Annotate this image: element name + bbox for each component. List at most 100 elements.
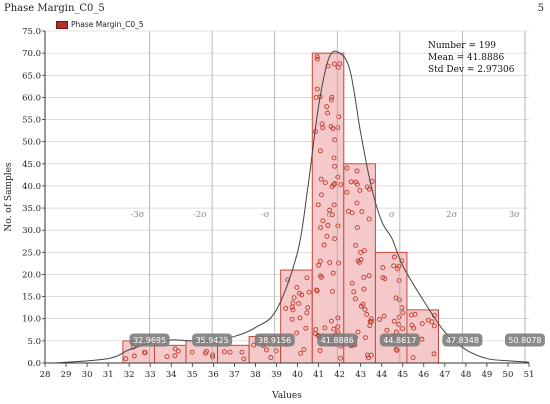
sample-dot <box>317 348 323 353</box>
x-tick-label: 38 <box>250 370 261 380</box>
sample-dot <box>324 233 330 239</box>
sample-dot <box>320 218 326 224</box>
sigma-pill-bg <box>504 333 545 347</box>
sample-dot <box>331 202 337 208</box>
sample-dot <box>304 275 310 281</box>
sample-dot <box>222 349 227 355</box>
sample-dot <box>290 307 296 313</box>
stat-std-dev: Std Dev = 2.97306 <box>428 65 515 75</box>
sample-dot <box>336 114 342 120</box>
sample-dot <box>296 301 302 306</box>
sample-dot <box>381 313 387 319</box>
sample-dot <box>337 355 343 361</box>
y-tick-label: 50.0 <box>22 138 41 148</box>
sample-dot <box>380 265 386 271</box>
sample-dot <box>353 179 359 185</box>
sample-dot <box>425 317 431 323</box>
y-tick-label: 75.0 <box>22 27 41 37</box>
histogram-bar <box>153 344 187 364</box>
sample-dot <box>314 86 320 92</box>
legend-swatch <box>56 20 68 29</box>
sample-dot <box>357 187 363 193</box>
sigma-label: 2σ <box>446 210 457 220</box>
sample-dot <box>123 356 129 362</box>
sample-dot <box>400 326 406 332</box>
sample-dot <box>335 174 341 180</box>
sample-dot <box>315 202 321 208</box>
sample-dot <box>299 292 305 298</box>
sample-dot <box>131 353 137 359</box>
window-corner-label: 5 <box>537 3 544 14</box>
sample-dot <box>291 295 297 301</box>
sample-dot <box>314 54 320 60</box>
sample-dot <box>396 263 402 269</box>
sample-dot <box>318 225 324 231</box>
axes <box>42 30 530 367</box>
sigma-label: 3σ <box>509 210 520 220</box>
sigma-value-pill: 32.9695 <box>129 333 170 347</box>
sample-dot <box>366 186 372 192</box>
sample-dot <box>316 262 322 268</box>
sample-dot <box>360 301 366 307</box>
sample-dot <box>335 324 341 330</box>
sample-dot <box>331 326 337 332</box>
sample-dot <box>337 61 343 67</box>
x-tick-label: 30 <box>82 370 93 380</box>
sample-dot <box>321 242 327 248</box>
sample-dot <box>330 126 336 131</box>
stats-box: Number = 199 Mean = 41.8886 Std Dev = 2.… <box>428 41 515 75</box>
y-tick-label: 20.0 <box>22 270 41 280</box>
y-tick-label: 0.0 <box>27 359 41 369</box>
x-tick-label: 28 <box>40 370 51 380</box>
stat-mean: Mean = 41.8886 <box>428 53 504 63</box>
sample-dot <box>210 352 216 358</box>
x-tick-label: 36 <box>208 370 219 380</box>
histogram-bar <box>217 344 250 364</box>
y-tick-label: 40.0 <box>22 182 41 192</box>
x-tick-label: 42 <box>334 370 345 380</box>
sigma-label: -2σ <box>193 210 207 220</box>
sample-dot <box>331 61 337 67</box>
sigma-value-pills: 32.9695 35.9425 38.9156 41.8886 44.8617 47.83… <box>129 333 545 347</box>
sample-dot <box>332 163 338 169</box>
y-tick-label: 25.0 <box>22 248 41 258</box>
sample-dot <box>332 236 338 242</box>
sigma-label: -3σ <box>130 210 144 220</box>
sigma-value-pill: 44.8617 <box>379 333 420 347</box>
sample-dot <box>394 347 400 353</box>
sample-dot <box>368 352 374 358</box>
sample-dot <box>393 346 399 352</box>
sigma-value-pill: 38.9156 <box>254 333 295 347</box>
legend: Phase Margin_C0_5 <box>56 20 144 29</box>
sample-dot <box>289 304 295 310</box>
sample-dot <box>336 260 341 266</box>
sample-dot <box>327 260 333 266</box>
sample-dot <box>294 284 300 290</box>
sample-dot <box>210 354 216 360</box>
sample-dot <box>396 277 402 283</box>
sample-dot <box>251 342 257 348</box>
sample-dot <box>329 212 335 218</box>
sample-dot <box>431 351 437 357</box>
sample-dot <box>330 288 335 294</box>
sample-dot <box>320 125 326 131</box>
x-tick-label: 33 <box>145 370 156 380</box>
y-tick-label: 45.0 <box>22 160 41 170</box>
x-tick-label: 31 <box>103 370 114 380</box>
sample-dot <box>365 355 371 361</box>
x-tick-label: 32 <box>124 370 135 380</box>
x-tick-label: 35 <box>187 370 198 380</box>
sample-dots <box>123 54 437 362</box>
sample-dot <box>331 155 337 161</box>
x-tick-label: 40 <box>292 370 303 380</box>
sample-dot <box>297 315 303 321</box>
sample-dot <box>368 316 374 322</box>
sample-dot <box>264 347 269 353</box>
sample-dot <box>396 314 402 320</box>
sample-dot <box>328 318 334 324</box>
sample-dot <box>348 179 354 185</box>
sample-dot <box>354 225 360 231</box>
sample-dot <box>384 327 390 333</box>
histogram-bar <box>280 269 313 364</box>
